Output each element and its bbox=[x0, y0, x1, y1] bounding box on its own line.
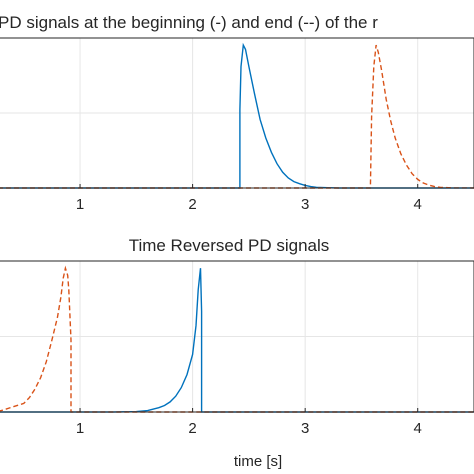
top-plot-x-tick-label: 1 bbox=[76, 196, 84, 213]
bottom-plot-axes-frame bbox=[0, 260, 474, 413]
bottom-plot-x-tick-label: 3 bbox=[301, 420, 309, 437]
bottom-plot-x-tick-label: 2 bbox=[188, 420, 196, 437]
bottom-plot: Time Reversed PD signals 1 2 3 4 time [s] bbox=[0, 236, 474, 470]
bottom-plot-x-tick-label: 4 bbox=[414, 420, 422, 437]
bottom-plot-series-solid-line bbox=[0, 268, 474, 413]
bottom-plot-series-dashed-line bbox=[0, 265, 474, 413]
bottom-plot-title: Time Reversed PD signals bbox=[129, 236, 330, 255]
top-plot-series-solid-line bbox=[0, 42, 474, 189]
top-plot: PD signals at the beginning (-) and end … bbox=[0, 13, 474, 213]
top-plot-series-dashed-line bbox=[0, 44, 474, 189]
top-plot-axes-frame bbox=[0, 37, 474, 189]
top-plot-title: PD signals at the beginning (-) and end … bbox=[0, 13, 378, 32]
top-plot-x-tick-label: 4 bbox=[414, 196, 422, 213]
top-plot-x-tick-label: 3 bbox=[301, 196, 309, 213]
bottom-plot-x-axis-label: time [s] bbox=[234, 453, 282, 470]
top-plot-x-tick-label: 2 bbox=[188, 196, 196, 213]
bottom-plot-x-tick-label: 1 bbox=[76, 420, 84, 437]
